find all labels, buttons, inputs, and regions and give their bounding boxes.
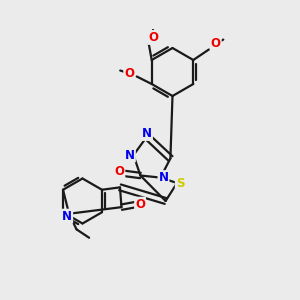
Text: O: O xyxy=(211,37,221,50)
Text: O: O xyxy=(148,31,158,44)
Text: N: N xyxy=(125,148,135,162)
Text: N: N xyxy=(158,171,169,184)
Text: S: S xyxy=(176,177,184,190)
Text: O: O xyxy=(135,198,145,211)
Text: O: O xyxy=(114,165,124,178)
Text: O: O xyxy=(124,67,134,80)
Text: N: N xyxy=(62,210,72,223)
Text: N: N xyxy=(142,127,152,140)
